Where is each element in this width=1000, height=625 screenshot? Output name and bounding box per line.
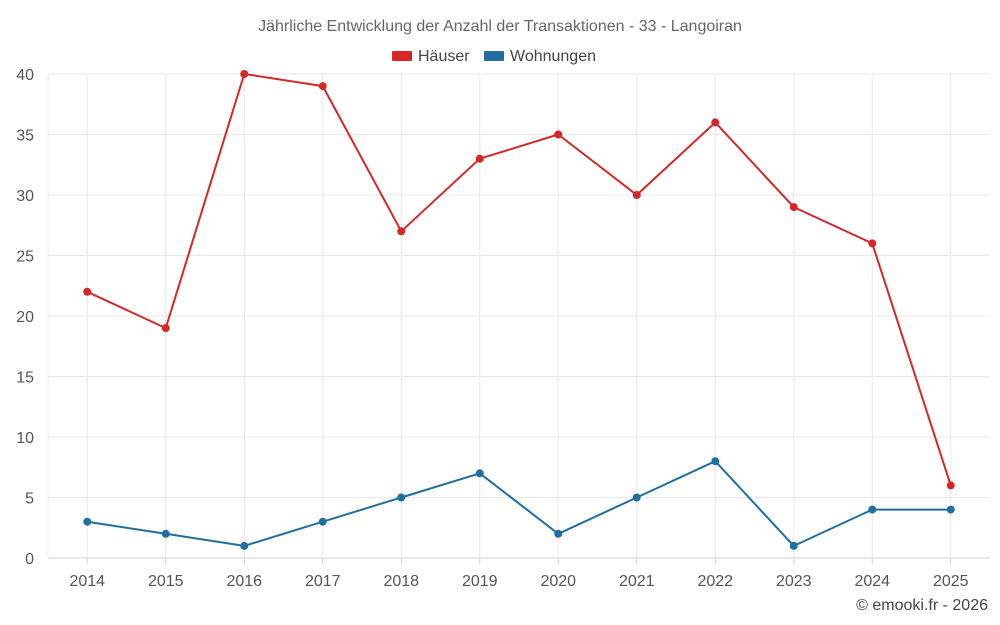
data-point[interactable] <box>318 82 327 91</box>
y-tick-label: 35 <box>16 128 34 145</box>
series <box>83 70 955 550</box>
data-point[interactable] <box>161 324 170 333</box>
series-line <box>86 73 952 486</box>
legend-item[interactable]: Wohnungen <box>484 48 596 65</box>
data-point[interactable] <box>161 529 170 538</box>
series-0 <box>83 70 955 490</box>
x-tick-label: 2025 <box>933 573 969 590</box>
x-tick-label: 2019 <box>462 573 498 590</box>
series-line <box>87 460 951 547</box>
x-tick-label: 2020 <box>540 573 576 590</box>
data-point[interactable] <box>83 287 92 296</box>
data-point[interactable] <box>83 517 92 526</box>
x-tick-label: 2015 <box>148 573 184 590</box>
data-point[interactable] <box>475 154 484 163</box>
y-tick-label: 20 <box>16 309 34 326</box>
data-point[interactable] <box>632 191 641 199</box>
data-point[interactable] <box>397 227 406 236</box>
legend-item[interactable]: Häuser <box>392 48 470 65</box>
data-point[interactable] <box>868 239 877 248</box>
data-point[interactable] <box>554 130 563 139</box>
legend-swatch <box>484 51 504 61</box>
data-point[interactable] <box>946 481 955 490</box>
data-point[interactable] <box>475 469 484 478</box>
credit-text: © emooki.fr - 2026 <box>856 597 988 614</box>
x-tick-label: 2017 <box>305 573 341 590</box>
grid <box>48 73 990 559</box>
x-tick-label: 2016 <box>226 573 262 590</box>
data-point[interactable] <box>318 517 327 526</box>
data-point[interactable] <box>240 541 249 550</box>
data-point[interactable] <box>397 493 406 502</box>
x-tick-label: 2023 <box>776 573 812 590</box>
data-point[interactable] <box>240 70 249 78</box>
y-tick-label: 15 <box>16 370 34 387</box>
legend-label: Häuser <box>418 48 470 65</box>
y-tick-label: 0 <box>25 551 34 568</box>
x-tick-label: 2018 <box>383 573 419 590</box>
y-tick-label: 10 <box>16 430 34 447</box>
x-tick-label: 2021 <box>619 573 655 590</box>
data-point[interactable] <box>711 118 720 127</box>
data-point[interactable] <box>789 203 798 212</box>
y-tick-label: 25 <box>16 249 34 266</box>
legend[interactable]: Häuser Wohnungen <box>392 48 596 65</box>
data-point[interactable] <box>789 541 798 550</box>
x-tick-label: 2014 <box>69 573 105 590</box>
chart-title: Jährliche Entwicklung der Anzahl der Tra… <box>258 18 742 35</box>
data-point[interactable] <box>632 493 641 502</box>
data-point[interactable] <box>711 457 720 466</box>
legend-label: Wohnungen <box>510 48 596 65</box>
series-1 <box>83 457 955 550</box>
data-point[interactable] <box>946 505 955 514</box>
x-tick-label: 2022 <box>697 573 733 590</box>
y-tick-label: 30 <box>16 188 34 205</box>
data-point[interactable] <box>868 505 877 514</box>
data-point[interactable] <box>554 529 563 538</box>
y-tick-label: 5 <box>25 491 34 508</box>
x-tick-label: 2024 <box>854 573 890 590</box>
y-tick-label: 40 <box>16 67 34 84</box>
legend-swatch <box>392 51 412 61</box>
